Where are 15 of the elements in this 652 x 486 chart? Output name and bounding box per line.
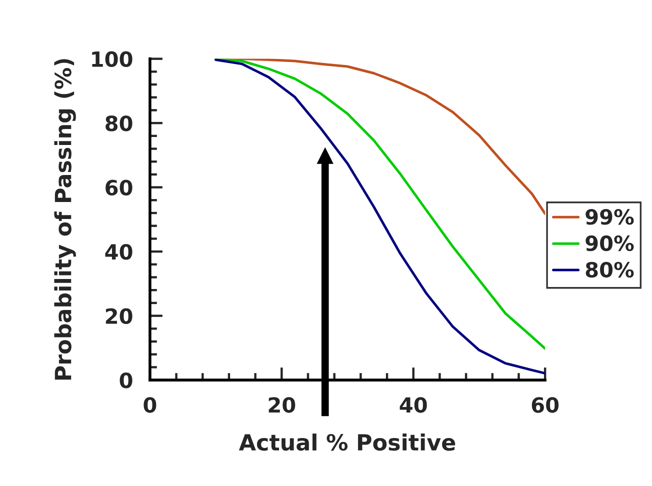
x-axis-title: Actual % Positive — [238, 434, 456, 451]
legend-label: 99% — [586, 209, 634, 225]
legend-label: 80% — [586, 262, 634, 278]
y-tick-label: 100 — [92, 51, 132, 68]
legend-label: 90% — [586, 235, 634, 252]
y-tick-label: 80 — [106, 116, 132, 132]
y-axis-title: Probability of Passing (%) — [54, 59, 76, 380]
y-tick-label: 40 — [105, 244, 132, 260]
x-tick-label: 60 — [532, 397, 559, 413]
x-tick-label: 0 — [144, 397, 156, 413]
y-tick-label: 20 — [106, 308, 132, 324]
x-tick-label: 20 — [268, 397, 296, 413]
y-tick-label: 0 — [120, 372, 132, 388]
x-tick-label: 40 — [400, 397, 427, 413]
y-tick-label: 60 — [106, 180, 132, 196]
